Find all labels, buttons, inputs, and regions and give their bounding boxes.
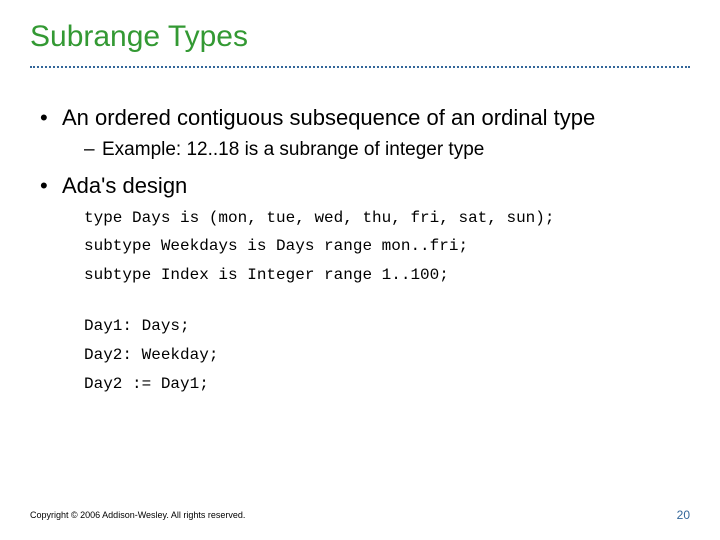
slide-content: An ordered contiguous subsequence of an … bbox=[30, 104, 690, 398]
copyright-text: Copyright © 2006 Addison-Wesley. All rig… bbox=[30, 510, 245, 520]
bullet-ordered-subsequence: An ordered contiguous subsequence of an … bbox=[40, 104, 690, 132]
code-line: subtype Index is Integer range 1..100; bbox=[84, 261, 690, 290]
code-line: Day2: Weekday; bbox=[84, 341, 690, 370]
code-block-vars: Day1: Days; Day2: Weekday; Day2 := Day1; bbox=[40, 312, 690, 398]
code-line: Day2 := Day1; bbox=[84, 370, 690, 399]
code-line: type Days is (mon, tue, wed, thu, fri, s… bbox=[84, 204, 690, 233]
code-line: Day1: Days; bbox=[84, 312, 690, 341]
page-number: 20 bbox=[677, 508, 690, 522]
code-block-types: type Days is (mon, tue, wed, thu, fri, s… bbox=[40, 204, 690, 290]
slide-footer: Copyright © 2006 Addison-Wesley. All rig… bbox=[30, 508, 690, 522]
slide-title: Subrange Types bbox=[30, 20, 690, 54]
title-separator bbox=[30, 66, 690, 68]
code-line: subtype Weekdays is Days range mon..fri; bbox=[84, 232, 690, 261]
bullet-example: Example: 12..18 is a subrange of integer… bbox=[40, 138, 690, 163]
slide-container: Subrange Types An ordered contiguous sub… bbox=[0, 0, 720, 540]
bullet-ada-design: Ada's design bbox=[40, 172, 690, 200]
